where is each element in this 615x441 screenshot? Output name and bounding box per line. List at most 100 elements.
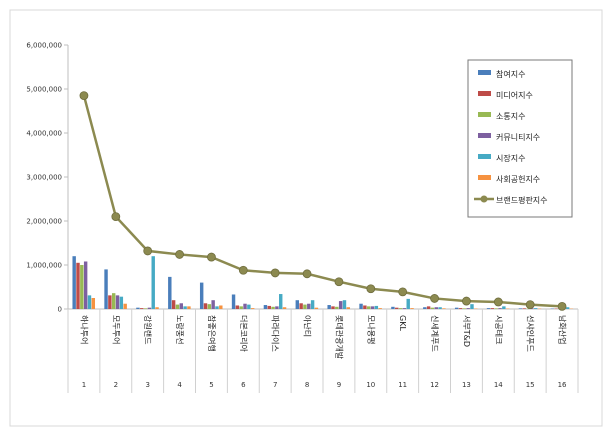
bar-4 [275, 306, 278, 309]
x-rank-label: 15 [526, 381, 535, 389]
bar-2 [204, 303, 207, 309]
legend-swatch [478, 154, 491, 159]
bar-2 [523, 308, 526, 309]
bar-4 [371, 306, 374, 309]
line-point [112, 213, 120, 221]
legend-label: 미디어지수 [496, 90, 533, 100]
bar-4 [498, 308, 501, 309]
bar-2 [363, 305, 366, 309]
bar-5 [470, 304, 473, 309]
bar-6 [378, 308, 381, 309]
legend-label: 참여지수 [496, 69, 525, 79]
legend-swatch [478, 112, 491, 117]
bar-3 [271, 307, 274, 309]
bar-3 [367, 306, 370, 309]
x-category-label: 남화산업 [558, 315, 568, 344]
bar-5 [311, 300, 314, 309]
bar-4 [339, 301, 342, 309]
bar-6 [92, 298, 95, 309]
bar-1 [391, 307, 394, 309]
bar-4 [307, 304, 310, 309]
x-rank-label: 3 [145, 381, 149, 389]
bar-5 [279, 294, 282, 309]
bar-1 [136, 308, 139, 309]
bar-2 [172, 300, 175, 309]
bar-5 [566, 307, 569, 309]
bar-4 [435, 307, 438, 309]
bar-4 [466, 308, 469, 309]
x-category-label: 파라다이스 [271, 315, 281, 352]
line-point [176, 250, 184, 258]
x-category-label: 시공테크 [494, 315, 503, 344]
bar-2 [108, 295, 111, 309]
bar-6 [123, 304, 126, 309]
bar-3 [303, 305, 306, 309]
line-point [431, 294, 439, 302]
bar-5 [183, 306, 186, 309]
line-point [399, 288, 407, 296]
bar-4 [243, 304, 246, 309]
bar-3 [144, 308, 147, 309]
bar-2 [236, 305, 239, 309]
bar-2 [491, 308, 494, 309]
bar-5 [502, 306, 505, 309]
x-category-label: 롯데관광개발 [334, 315, 344, 360]
bar-4 [403, 308, 406, 309]
bar-2 [268, 306, 271, 309]
bar-2 [331, 306, 334, 309]
bar-1 [168, 277, 171, 309]
bar-2 [395, 308, 398, 309]
bar-6 [283, 307, 286, 309]
y-tick-label: 0 [58, 306, 62, 314]
bar-1 [72, 256, 75, 309]
bar-1 [264, 305, 267, 309]
y-tick-label: 3,000,000 [26, 174, 62, 182]
legend-swatch [478, 133, 491, 138]
bar-5 [343, 300, 346, 309]
line-point [80, 92, 88, 100]
legend-label: 소통지수 [496, 112, 525, 121]
x-rank-label: 9 [337, 381, 341, 389]
x-rank-label: 6 [241, 381, 246, 389]
legend-swatch [478, 91, 491, 96]
legend-label: 시장지수 [496, 153, 525, 163]
bar-5 [375, 306, 378, 309]
bar-5 [534, 308, 537, 309]
x-rank-label: 2 [114, 381, 118, 389]
bar-4 [211, 300, 214, 309]
bar-1 [423, 307, 426, 309]
x-rank-label: 7 [273, 381, 277, 389]
bar-3 [112, 293, 115, 309]
x-category-label: 더본코리아 [239, 315, 249, 352]
legend-label: 커뮤니티지수 [496, 132, 540, 142]
x-category-label: 노랑풍선 [175, 315, 185, 344]
x-rank-label: 11 [398, 381, 407, 389]
y-tick-label: 4,000,000 [26, 130, 62, 138]
bar-1 [232, 294, 235, 309]
bar-1 [327, 305, 330, 309]
line-point [494, 298, 502, 306]
bar-2 [459, 308, 462, 309]
bar-1 [104, 269, 107, 309]
x-rank-label: 16 [558, 381, 567, 389]
bar-3 [399, 308, 402, 309]
legend-swatch [478, 175, 491, 180]
y-tick-label: 6,000,000 [26, 42, 62, 50]
line-point [526, 301, 534, 309]
bar-6 [251, 308, 254, 309]
bar-5 [120, 297, 123, 309]
bar-4 [116, 295, 119, 309]
line-point [239, 266, 247, 274]
bar-6 [410, 308, 413, 309]
bar-3 [431, 308, 434, 309]
bar-5 [215, 306, 218, 309]
bar-1 [359, 304, 362, 309]
x-category-label: 모나용평 [366, 315, 376, 344]
x-rank-label: 8 [305, 381, 309, 389]
bar-5 [438, 307, 441, 309]
x-rank-label: 4 [177, 381, 182, 389]
x-rank-label: 1 [82, 381, 86, 389]
